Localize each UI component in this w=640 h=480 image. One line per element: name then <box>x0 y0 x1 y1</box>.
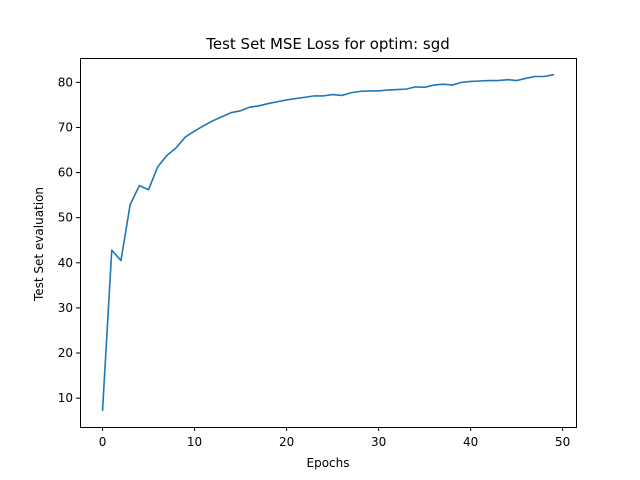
y-tick-label: 50 <box>58 211 73 225</box>
plot-frame <box>80 58 577 428</box>
x-tick-label: 50 <box>555 435 570 449</box>
chart-title: Test Set MSE Loss for optim: sgd <box>205 35 450 53</box>
y-tick-label: 60 <box>58 166 73 180</box>
x-tick-label: 10 <box>187 435 202 449</box>
x-tick-label: 0 <box>99 435 107 449</box>
y-tick-label: 80 <box>58 75 73 89</box>
plot-area <box>101 73 555 412</box>
y-axis-label: Test Set evaluation <box>32 187 46 302</box>
x-axis-label: Epochs <box>307 456 350 470</box>
y-tick-label: 10 <box>58 391 73 405</box>
x-tick-label: 20 <box>279 435 294 449</box>
y-tick-label: 70 <box>58 120 73 134</box>
y-axis: 10 20 30 40 50 60 70 80 <box>58 75 80 405</box>
x-tick-label: 30 <box>371 435 386 449</box>
x-axis: 0 10 20 30 40 50 <box>99 427 570 449</box>
series-line <box>101 73 555 412</box>
y-tick-label: 40 <box>58 256 73 270</box>
x-tick-label: 40 <box>463 435 478 449</box>
y-tick-label: 30 <box>58 301 73 315</box>
y-tick-label: 20 <box>58 346 73 360</box>
